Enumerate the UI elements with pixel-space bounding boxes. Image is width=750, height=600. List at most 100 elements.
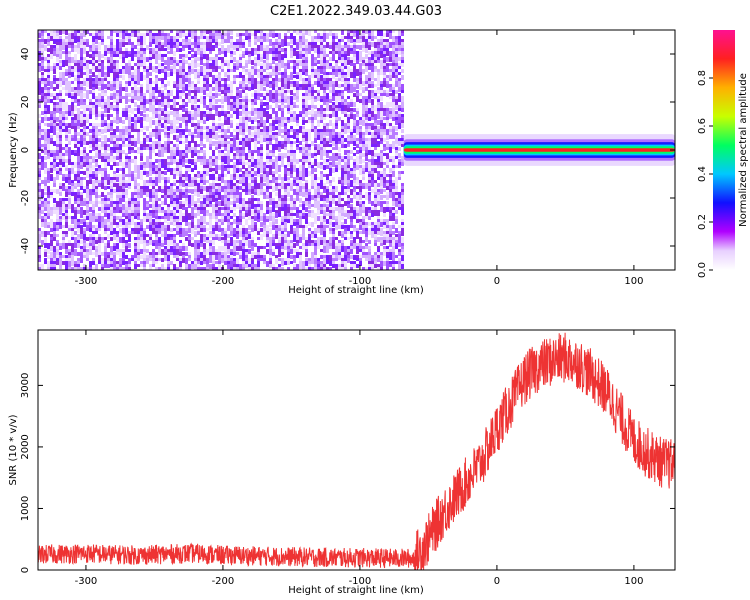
heat-cell — [290, 75, 293, 80]
heat-cell — [119, 264, 122, 269]
heat-cell — [125, 207, 128, 210]
heat-cell — [122, 54, 125, 57]
heat-cell — [146, 234, 149, 237]
heat-cell — [167, 168, 170, 172]
heat-cell — [254, 84, 257, 89]
heat-cell — [290, 66, 293, 69]
heat-cell — [128, 207, 131, 211]
heat-cell — [68, 255, 71, 259]
heat-cell — [197, 261, 200, 266]
heat-cell — [302, 246, 305, 250]
heat-cell — [272, 162, 275, 166]
heat-cell — [233, 267, 236, 270]
heat-cell — [131, 210, 134, 213]
heat-cell — [299, 174, 302, 179]
heat-cell — [200, 258, 203, 262]
heat-cell — [284, 246, 287, 250]
heat-cell — [302, 33, 305, 38]
heat-cell — [122, 234, 125, 238]
heat-cell — [314, 63, 317, 66]
heat-cell — [305, 219, 308, 224]
heat-cell — [284, 36, 287, 40]
heat-cell — [134, 141, 137, 147]
heat-cell — [128, 267, 131, 270]
heat-cell — [110, 84, 113, 89]
heat-cell — [170, 30, 173, 33]
heat-cell — [134, 108, 137, 111]
heat-cell — [203, 210, 206, 216]
heat-cell — [191, 63, 194, 69]
heat-cell — [257, 162, 260, 165]
heat-cell — [47, 123, 50, 127]
heat-cell — [242, 138, 245, 143]
heat-cell — [182, 60, 185, 65]
heat-cell — [83, 267, 86, 270]
heat-cell — [131, 258, 134, 261]
heat-cell — [194, 42, 197, 48]
heat-cell — [188, 168, 191, 172]
heat-cell — [260, 45, 263, 51]
heat-cell — [182, 228, 185, 234]
heat-cell — [200, 42, 203, 47]
heat-cell — [65, 102, 68, 106]
heat-cell — [143, 69, 146, 72]
heat-cell — [41, 129, 44, 134]
heat-cell — [74, 201, 77, 204]
heat-cell — [311, 102, 314, 106]
heat-cell — [272, 51, 275, 56]
heat-cell — [47, 99, 50, 103]
heat-cell — [254, 135, 257, 140]
heat-cell — [269, 228, 272, 232]
heat-cell — [128, 78, 131, 82]
heat-cell — [164, 165, 167, 170]
heat-cell — [200, 129, 203, 132]
heat-cell — [296, 105, 299, 108]
heat-cell — [134, 54, 137, 57]
heat-cell — [221, 111, 224, 116]
heat-cell — [296, 267, 299, 270]
heat-cell — [134, 222, 137, 226]
heat-cell — [209, 39, 212, 43]
heat-cell — [206, 249, 209, 255]
heat-cell — [134, 30, 137, 33]
heat-cell — [251, 33, 254, 36]
heat-cell — [248, 177, 251, 180]
heat-cell — [152, 171, 155, 174]
heat-cell — [146, 117, 149, 122]
heat-cell — [176, 63, 179, 66]
heat-cell — [155, 183, 158, 186]
heat-cell — [173, 153, 176, 158]
heat-cell — [62, 225, 65, 228]
heat-cell — [128, 138, 131, 141]
heat-cell — [41, 117, 44, 123]
heat-cell — [290, 231, 293, 234]
heat-cell — [194, 150, 197, 154]
heat-cell — [311, 84, 314, 88]
heat-cell — [272, 69, 275, 72]
heat-cell — [212, 87, 215, 91]
heat-cell — [164, 147, 167, 152]
heat-cell — [143, 234, 146, 237]
heat-cell — [179, 210, 182, 215]
heat-cell — [281, 75, 284, 78]
heat-cell — [290, 39, 293, 44]
heat-cell — [278, 45, 281, 48]
heat-cell — [287, 78, 290, 83]
heat-cell — [257, 72, 260, 78]
heat-cell — [77, 162, 80, 165]
heat-cell — [80, 186, 83, 190]
heat-cell — [98, 225, 101, 228]
heat-cell — [86, 93, 89, 99]
heat-cell — [308, 261, 311, 264]
heat-cell — [161, 159, 164, 162]
heat-cell — [290, 54, 293, 58]
heat-cell — [275, 204, 278, 208]
heat-cell — [302, 162, 305, 167]
heat-cell — [266, 159, 269, 164]
heat-cell — [173, 210, 176, 213]
heat-cell — [164, 48, 167, 51]
heat-cell — [80, 120, 83, 123]
heat-cell — [104, 219, 107, 222]
heat-cell — [116, 174, 119, 178]
heat-cell — [89, 162, 92, 166]
